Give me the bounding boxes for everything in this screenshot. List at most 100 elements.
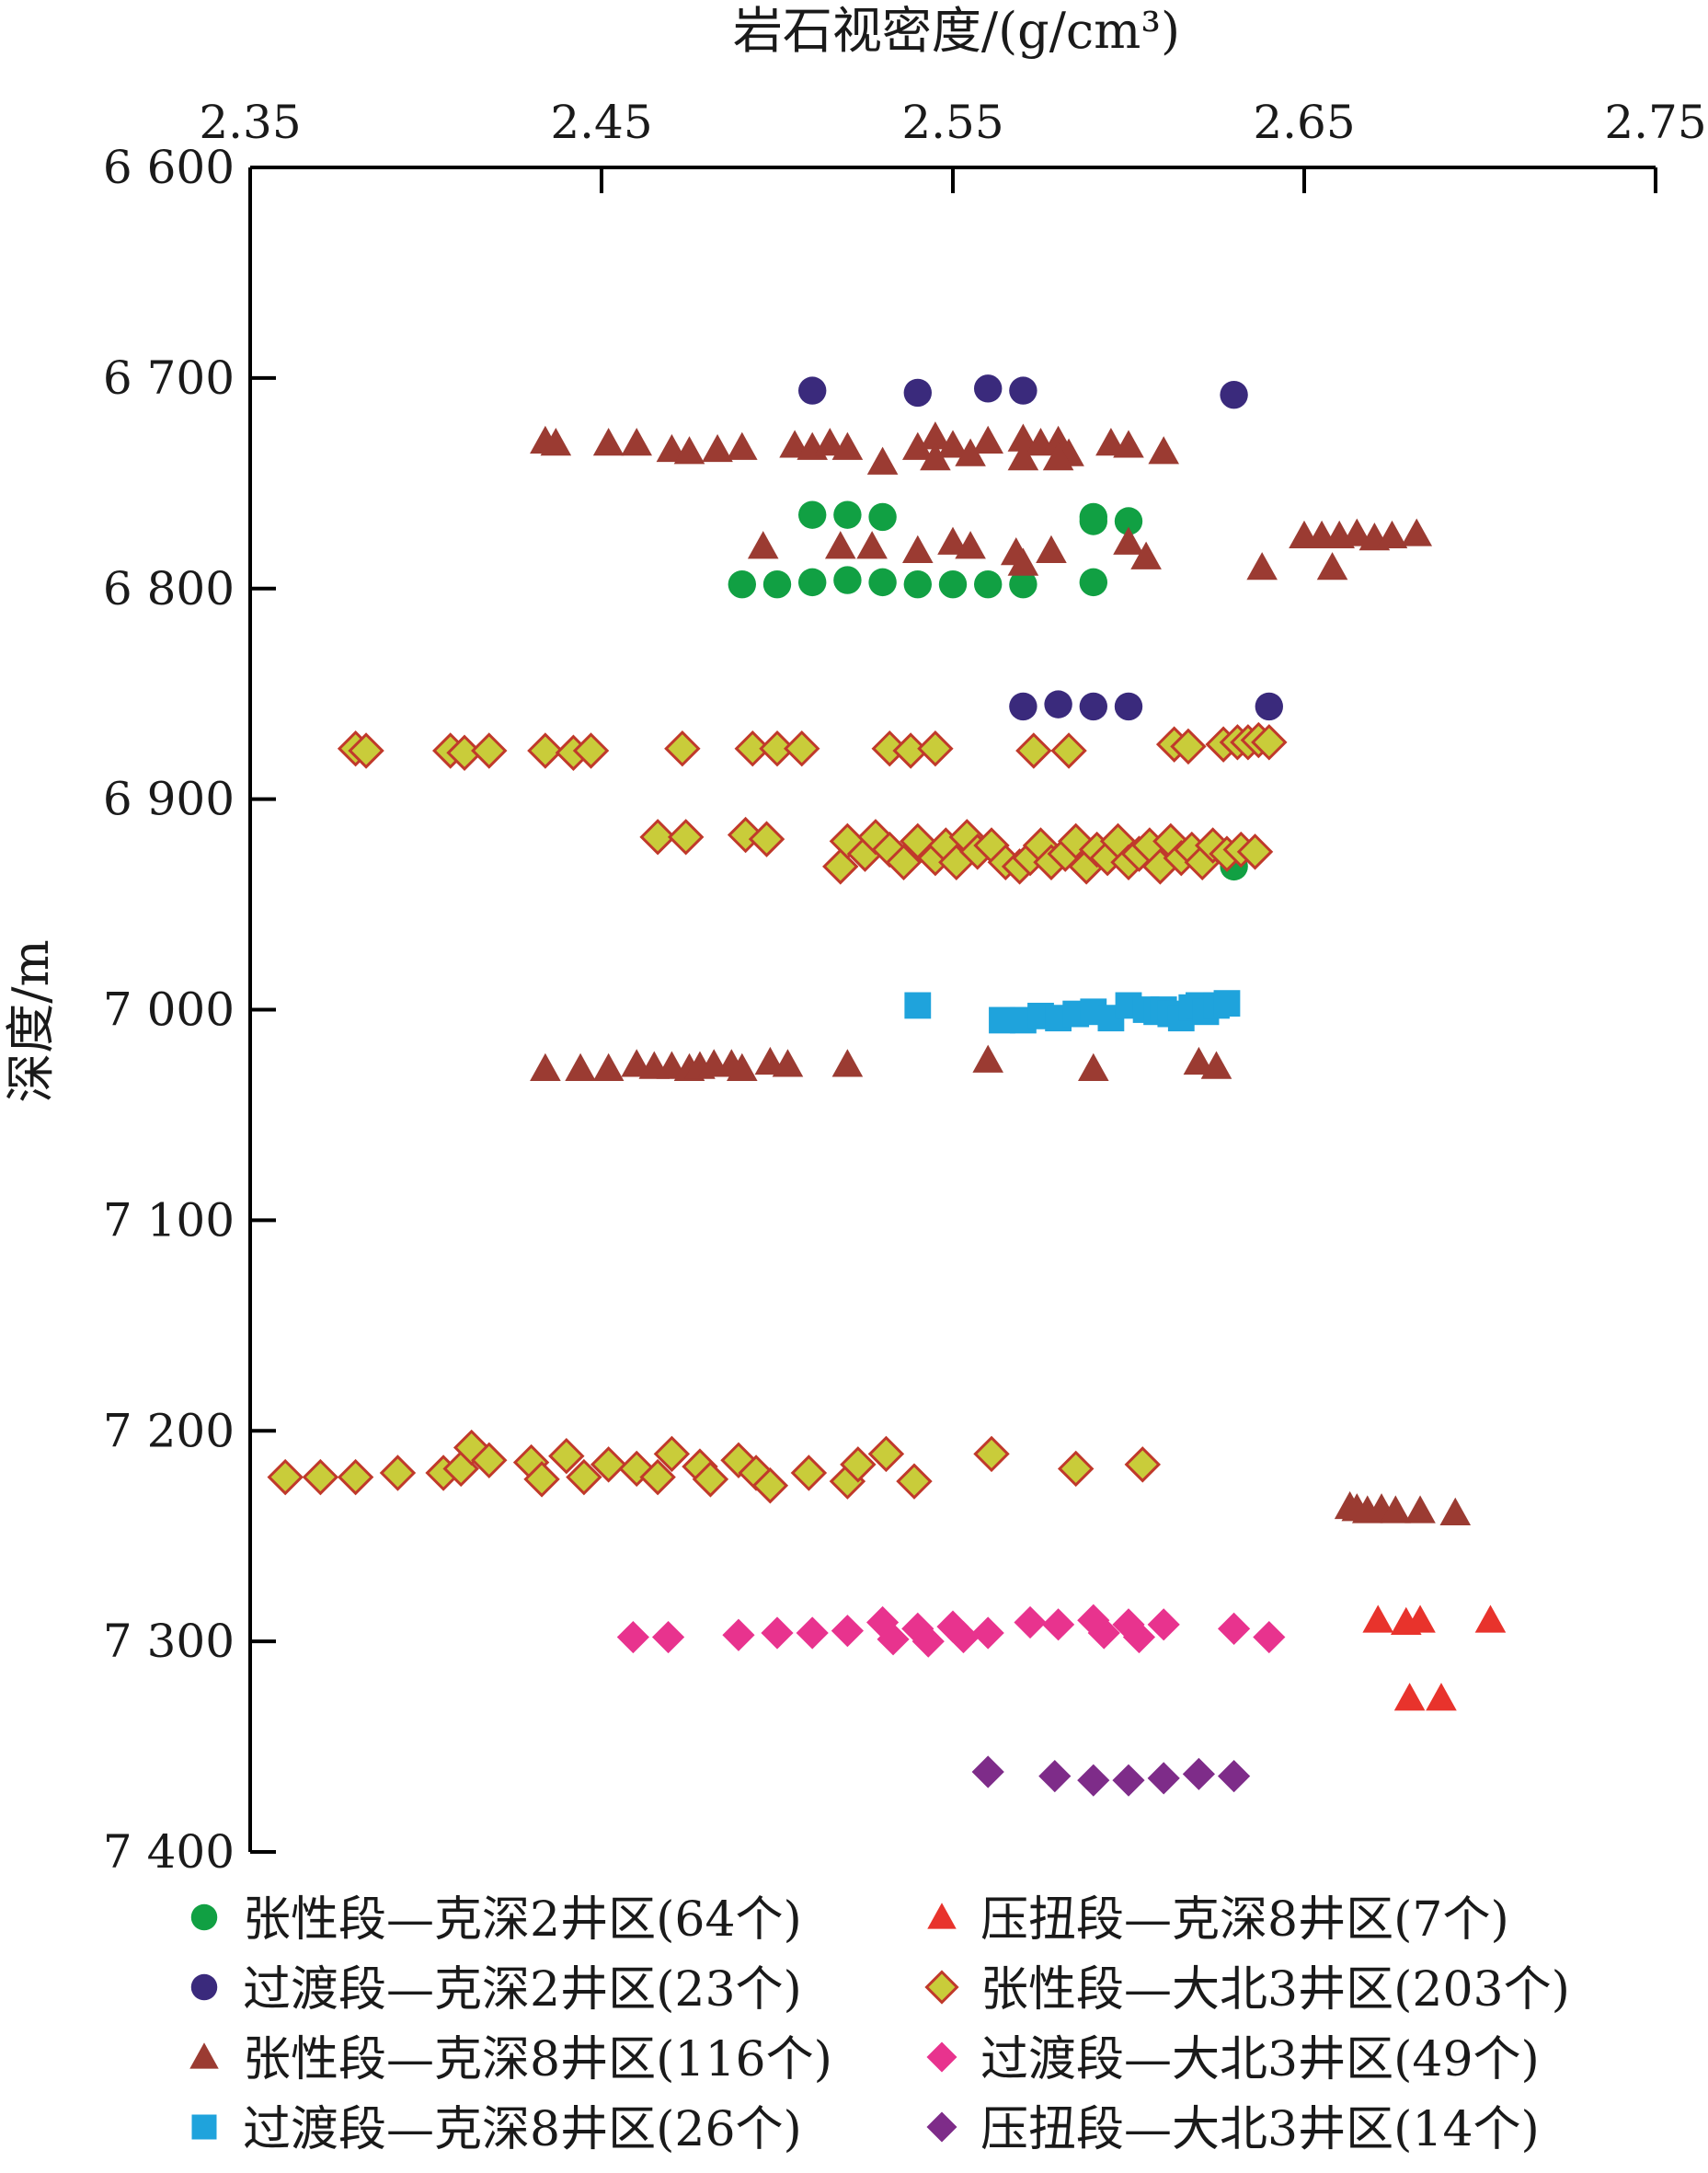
data-point (1147, 1762, 1180, 1795)
data-point (267, 1458, 304, 1496)
y-tick-label: 6 800 (103, 562, 235, 615)
data-point (1124, 1446, 1162, 1483)
data-point (900, 822, 936, 860)
data-point (471, 732, 508, 769)
data-point (1079, 692, 1108, 721)
data-point (1253, 1620, 1286, 1654)
data-point (798, 500, 827, 529)
legend-item: 张性段—克深8井区(116个) (189, 2032, 832, 2087)
data-point (831, 1615, 864, 1648)
data-point (831, 431, 864, 460)
legend-item: 过渡段—克深2井区(23个) (190, 1962, 802, 2018)
data-point (974, 569, 1003, 599)
data-point (856, 531, 888, 559)
data-point (833, 566, 862, 594)
legend-marker (926, 2111, 957, 2143)
data-points (267, 374, 1507, 1797)
data-point (1170, 728, 1207, 765)
data-point (885, 844, 923, 881)
data-point (540, 428, 572, 456)
data-point (798, 376, 827, 405)
series-8 (971, 1755, 1251, 1797)
data-point (1218, 1760, 1251, 1793)
legend-marker (190, 1903, 218, 1931)
data-point (1050, 732, 1087, 769)
data-point (621, 428, 652, 456)
legend-label: 过渡段—克深8井区(26个) (243, 2102, 802, 2157)
data-point (1113, 526, 1144, 555)
data-point (955, 438, 986, 466)
legend-label: 过渡段—大北3井区(49个) (980, 2032, 1540, 2087)
data-point (1007, 547, 1039, 576)
x-tick-label: 2.65 (1253, 96, 1355, 149)
y-tick-label: 7 400 (103, 1825, 235, 1879)
data-point (734, 730, 771, 767)
data-point (937, 430, 969, 458)
data-point (702, 433, 733, 463)
data-point (1042, 443, 1074, 471)
data-point (565, 1052, 596, 1082)
data-point (590, 1446, 627, 1483)
data-point (572, 732, 610, 769)
data-point (903, 378, 932, 408)
data-point (379, 1454, 417, 1491)
data-point (759, 730, 796, 767)
legend-item: 过渡段—克深8井区(26个) (191, 2102, 802, 2157)
data-point (1038, 1760, 1072, 1793)
data-point (1009, 692, 1037, 721)
legend-label: 张性段—克深2井区(64个) (243, 1892, 802, 1948)
data-point (1439, 1497, 1472, 1525)
data-point (1114, 692, 1143, 721)
legend-marker (190, 1973, 218, 2001)
data-point (1474, 1604, 1507, 1633)
data-point (1078, 1052, 1109, 1082)
data-point (824, 531, 856, 559)
data-point (971, 1755, 1004, 1788)
data-point (1007, 443, 1039, 471)
series-3 (530, 421, 1472, 1525)
data-point (337, 1458, 374, 1496)
data-point (639, 819, 676, 856)
data-point (1112, 1764, 1145, 1797)
data-point (548, 1437, 585, 1475)
data-point (868, 502, 897, 532)
y-tick-label: 7 100 (103, 1193, 235, 1247)
series-4 (904, 990, 1241, 1034)
data-point (566, 1458, 602, 1496)
data-point (592, 428, 625, 456)
data-point (1036, 535, 1067, 563)
data-point (920, 421, 951, 450)
data-point (664, 730, 701, 767)
data-point (973, 1435, 1010, 1473)
legend-marker (924, 1970, 959, 2005)
x-axis-title: 岩石视密度/(g/cm³) (733, 2, 1180, 60)
x-tick-label: 2.75 (1604, 96, 1706, 149)
data-point (618, 1450, 655, 1488)
data-point (903, 569, 932, 599)
legend-marker (926, 2041, 957, 2073)
data-point (1079, 507, 1108, 535)
data-point (1426, 1683, 1457, 1711)
series-6 (267, 721, 1288, 1504)
data-point (784, 730, 820, 767)
data-point (762, 569, 792, 599)
data-point (471, 1442, 508, 1479)
data-point (974, 374, 1003, 403)
data-point (530, 1052, 561, 1082)
legend-label: 压扭段—大北3井区(14个) (980, 2102, 1540, 2157)
legend-item: 张性段—大北3井区(203个) (924, 1962, 1570, 2018)
data-point (904, 992, 932, 1019)
data-point (1404, 1604, 1436, 1633)
data-point (1376, 520, 1408, 548)
legend-item: 张性段—克深2井区(64个) (190, 1892, 802, 1948)
data-point (727, 1052, 758, 1082)
legend-item: 压扭段—克深8井区(7个) (927, 1892, 1509, 1948)
data-point (1130, 541, 1162, 569)
data-point (1122, 1620, 1156, 1654)
data-point (1236, 834, 1274, 870)
data-point (523, 1461, 560, 1498)
data-point (751, 1467, 789, 1504)
data-point (1362, 1604, 1394, 1633)
data-point (673, 436, 705, 465)
